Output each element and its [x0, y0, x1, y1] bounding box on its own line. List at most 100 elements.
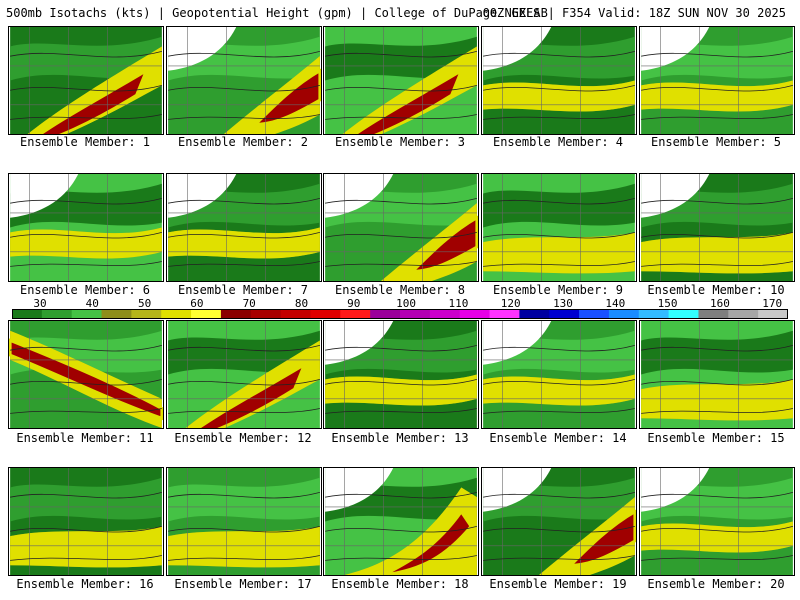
isotach-map — [641, 174, 793, 281]
isotach-map — [641, 27, 793, 134]
ensemble-member-caption: Ensemble Member: 13 — [331, 431, 469, 445]
isotach-map — [483, 321, 635, 428]
ensemble-member-caption: Ensemble Member: 2 — [177, 135, 309, 149]
colorbar-tick-label: 150 — [657, 297, 678, 310]
colorbar-swatch — [489, 310, 520, 318]
ensemble-panel-2 — [166, 26, 322, 135]
ensemble-member-caption: Ensemble Member: 20 — [647, 577, 785, 591]
colorbar-swatch — [131, 310, 162, 318]
jet-core — [255, 70, 320, 125]
colorbar-swatch — [549, 310, 580, 318]
ensemble-member-caption: Ensemble Member: 12 — [174, 431, 312, 445]
ensemble-panel-15 — [639, 320, 795, 429]
colorbar-swatch — [41, 310, 73, 318]
colorbar-swatch — [101, 310, 132, 318]
jet-core — [197, 536, 305, 558]
ensemble-panel-18 — [323, 467, 479, 576]
colorbar-tick-label: 100 — [396, 297, 417, 310]
colorbar-swatch — [310, 310, 341, 318]
isotach-map — [168, 468, 320, 575]
jet-core — [570, 511, 635, 566]
isotach-map — [325, 321, 477, 428]
colorbar-swatch — [608, 310, 640, 318]
colorbar-swatch — [191, 310, 222, 318]
ensemble-member-caption: Ensemble Member: 17 — [174, 577, 312, 591]
ensemble-member-caption: Ensemble Member: 5 — [650, 135, 782, 149]
isotach-map — [10, 27, 162, 134]
run-valid-time: 00Z GEFS | F354 Valid: 18Z SUN NOV 30 20… — [482, 6, 786, 20]
ensemble-panel-4 — [481, 26, 637, 135]
colorbar-swatch — [340, 310, 371, 318]
colorbar-swatch — [400, 310, 431, 318]
jet-core — [39, 536, 147, 558]
ensemble-member-caption: Ensemble Member: 16 — [16, 577, 154, 591]
isotach-map — [325, 174, 478, 281]
colorbar-tick-label: 60 — [190, 297, 204, 310]
ensemble-member-caption: Ensemble Member: 9 — [492, 283, 624, 297]
ensemble-panel-17 — [166, 467, 322, 576]
colorbar-labels: 30 40 50 60 70 80 90 100 110 120 130 140 150 160 170 — [0, 297, 800, 311]
ensemble-panel-20 — [639, 467, 795, 576]
colorbar-swatch — [71, 310, 103, 318]
colorbar-tick-label: 140 — [605, 297, 626, 310]
jet-core — [412, 217, 477, 272]
colorbar-swatch — [161, 310, 192, 318]
jet-core — [670, 242, 778, 264]
colorbar-swatch — [668, 310, 699, 318]
ensemble-panel-8 — [323, 173, 479, 282]
ensemble-panel-7 — [166, 173, 322, 282]
ensemble-member-caption: Ensemble Member: 3 — [334, 135, 466, 149]
ensemble-panel-1 — [8, 26, 164, 135]
ensemble-panel-12 — [166, 320, 322, 429]
colorbar-tick-label: 30 — [33, 297, 47, 310]
ensemble-member-caption: Ensemble Member: 18 — [331, 577, 469, 591]
map-title: 500mb Isotachs (kts) | Geopotential Heig… — [6, 6, 548, 20]
ensemble-panel-3 — [323, 26, 479, 135]
ensemble-member-caption: Ensemble Member: 1 — [19, 135, 151, 149]
isotach-map — [641, 468, 793, 575]
ensemble-panel-9 — [481, 173, 637, 282]
jet-core — [512, 242, 620, 264]
colorbar-tick-label: 170 — [762, 297, 783, 310]
ensemble-panel-19 — [481, 467, 637, 576]
isotach-map — [325, 27, 477, 134]
isotach-map — [168, 174, 320, 281]
isotach-map — [641, 321, 793, 428]
wind-speed-colorbar — [12, 309, 788, 319]
ensemble-member-caption: Ensemble Member: 14 — [489, 431, 627, 445]
ensemble-panel-6 — [8, 173, 164, 282]
ensemble-member-caption: Ensemble Member: 4 — [492, 135, 624, 149]
ensemble-panel-5 — [639, 26, 795, 135]
isotach-map — [168, 321, 320, 428]
isotach-map — [483, 468, 636, 575]
isotach-map — [483, 174, 635, 281]
colorbar-swatch — [12, 310, 43, 318]
colorbar-tick-label: 70 — [242, 297, 256, 310]
colorbar-swatch — [698, 310, 729, 318]
isotach-map — [483, 27, 635, 134]
isotach-map — [10, 468, 162, 575]
ensemble-panel-14 — [481, 320, 637, 429]
isotach-map — [9, 321, 163, 428]
ensemble-member-caption: Ensemble Member: 6 — [19, 283, 151, 297]
colorbar-swatch — [638, 310, 670, 318]
colorbar-tick-label: 90 — [347, 297, 361, 310]
colorbar-swatch — [280, 310, 311, 318]
ensemble-member-caption: Ensemble Member: 8 — [334, 283, 466, 297]
isotach-map — [10, 174, 162, 281]
ensemble-panel-11 — [8, 320, 164, 429]
colorbar-swatch — [459, 310, 491, 318]
colorbar-swatch — [250, 310, 282, 318]
ensemble-member-caption: Ensemble Member: 15 — [647, 431, 785, 445]
isotach-map — [168, 27, 321, 134]
colorbar-tick-label: 80 — [294, 297, 309, 310]
colorbar-swatch — [220, 310, 252, 318]
ensemble-member-caption: Ensemble Member: 11 — [16, 431, 154, 445]
colorbar-swatch — [519, 310, 550, 318]
colorbar-swatch — [758, 310, 788, 318]
colorbar-tick-label: 130 — [553, 297, 573, 310]
colorbar-swatch — [370, 310, 401, 318]
ensemble-member-caption: Ensemble Member: 10 — [647, 283, 785, 297]
isotach-map — [325, 468, 477, 575]
jet-core — [670, 389, 778, 411]
